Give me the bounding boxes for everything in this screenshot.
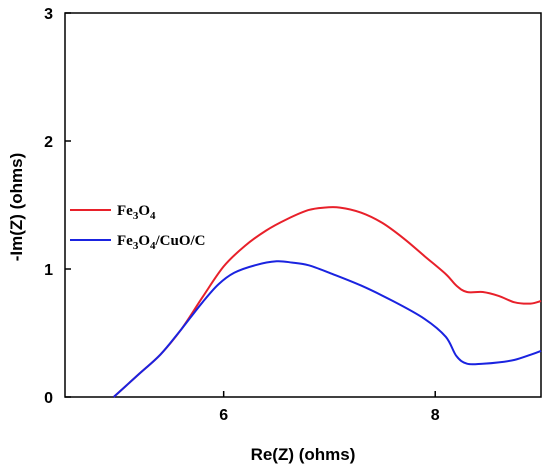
y-tick-label: 0 — [44, 390, 53, 407]
legend-label-fe3o4-cuo-c: Fe3O4/CuO/C — [117, 233, 206, 252]
y-tick-label: 1 — [44, 262, 53, 279]
x-axis-label: Re(Z) (ohms) — [251, 445, 356, 464]
ticks-layer: 6 8 0 1 2 3 — [44, 6, 440, 424]
series-line-fe3o4-cuo-c — [113, 260, 542, 398]
plot-area — [64, 12, 542, 398]
y-axis-label: -Im(Z) (ohms) — [7, 153, 26, 262]
series-layer — [113, 206, 542, 398]
legend: Fe3O4 Fe3O4/CuO/C — [70, 203, 206, 252]
y-tick-label: 2 — [44, 134, 53, 151]
legend-label-fe3o4: Fe3O4 — [117, 203, 156, 222]
x-tick-label: 8 — [431, 407, 440, 424]
y-tick-label: 3 — [44, 6, 53, 23]
x-tick-label: 6 — [219, 407, 228, 424]
plot-border — [64, 12, 542, 398]
series-line-fe3o4 — [113, 206, 542, 398]
